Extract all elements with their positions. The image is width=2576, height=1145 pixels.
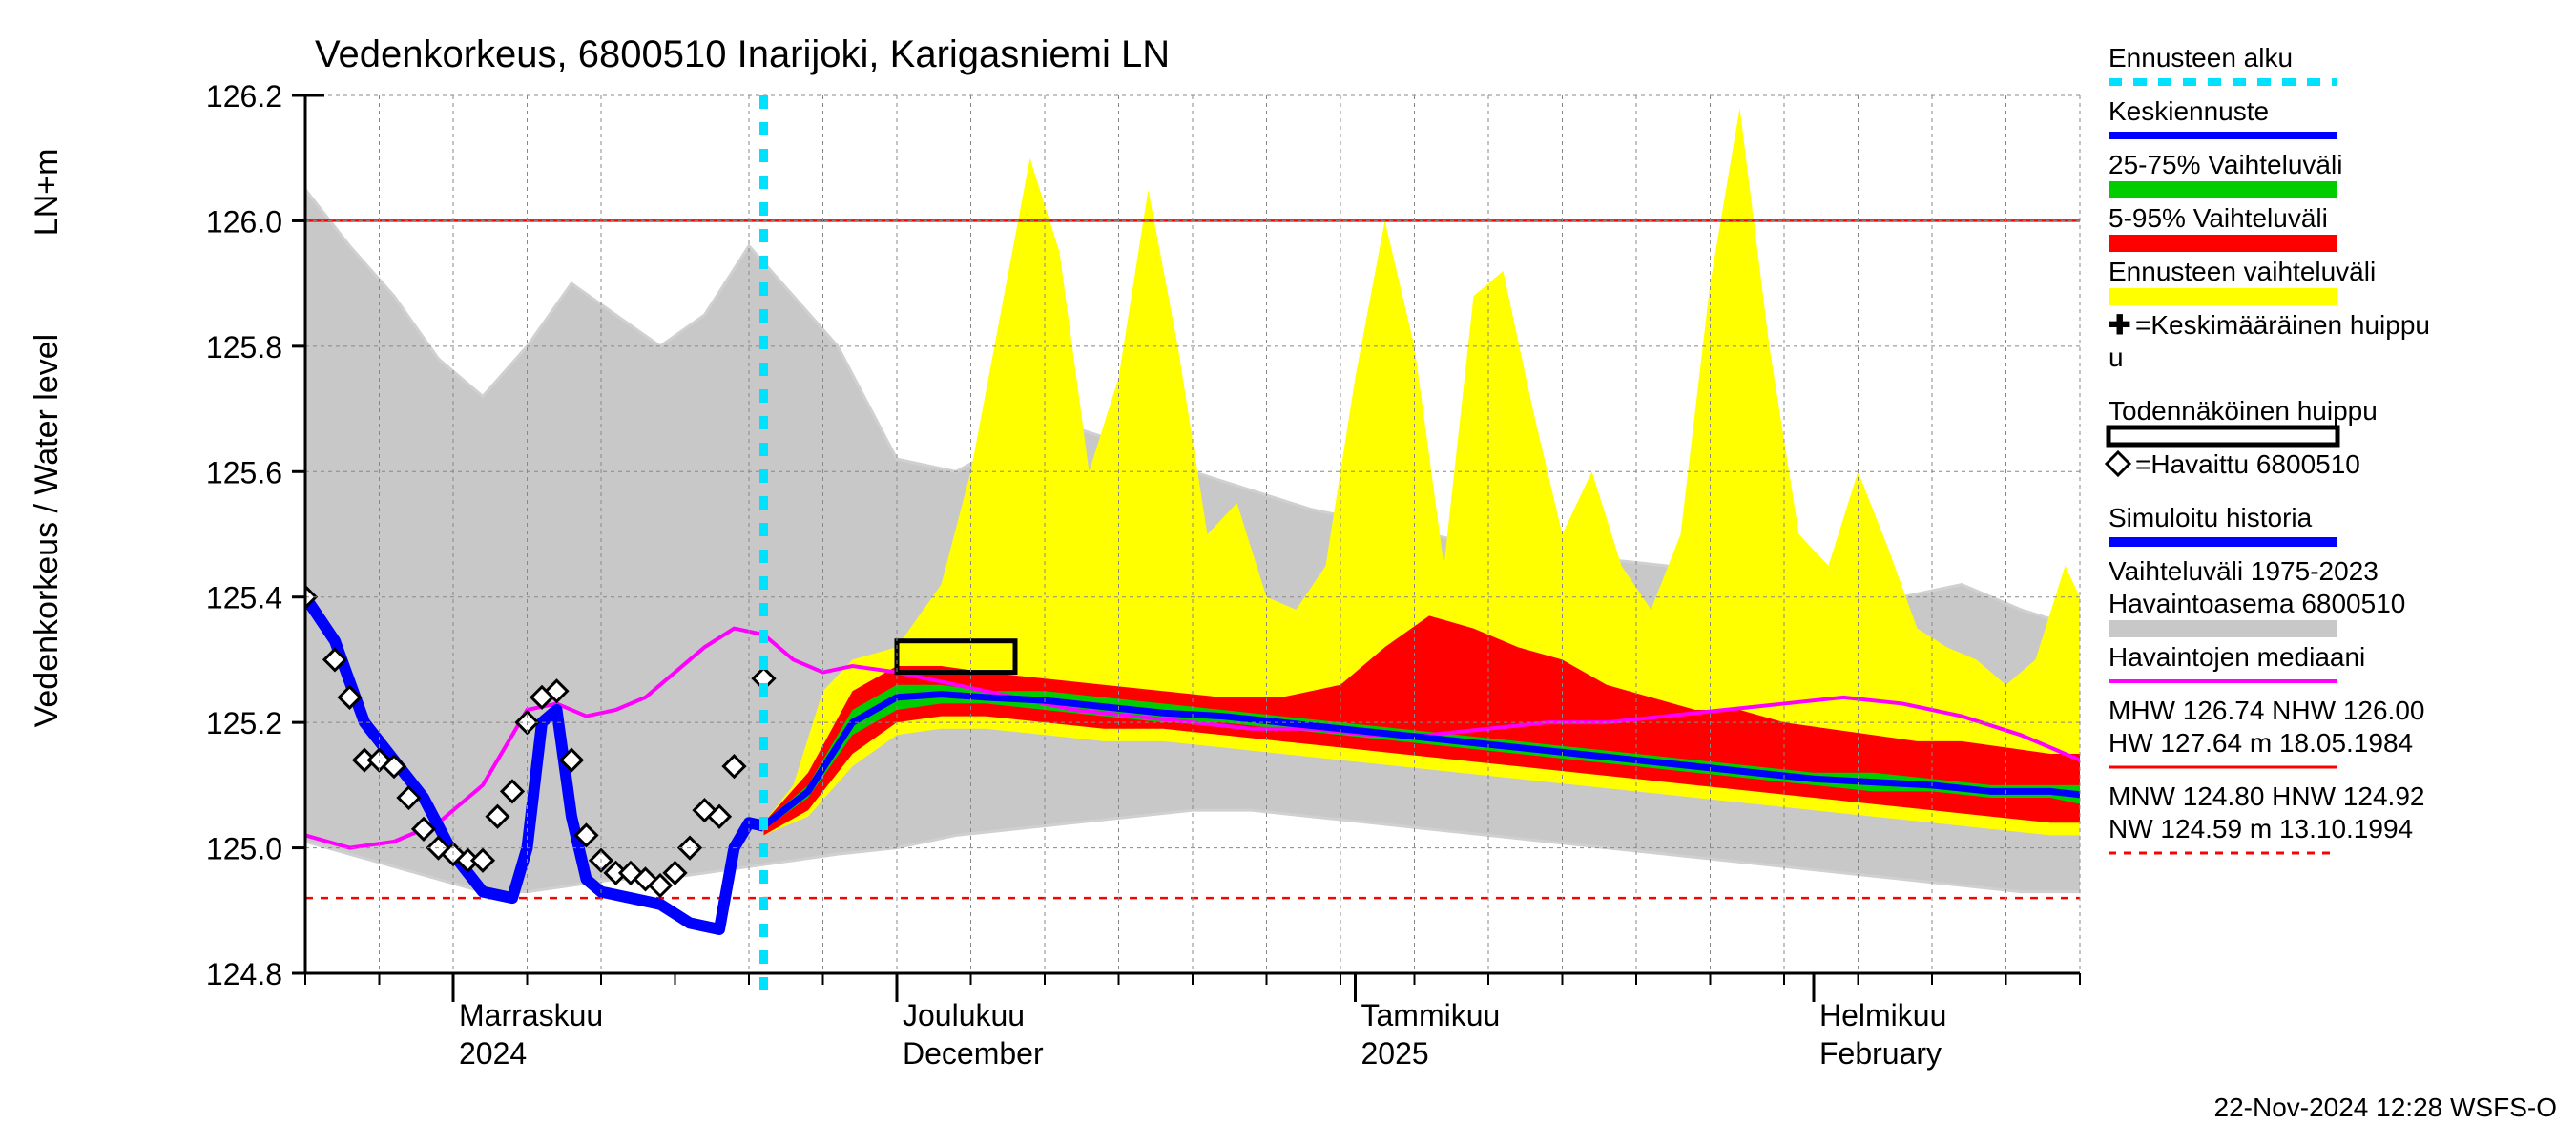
legend-label: 5-95% Vaihteluväli <box>2109 203 2328 233</box>
y-axis-label-main: Vedenkorkeus / Water level <box>29 334 65 728</box>
legend-label: 25-75% Vaihteluväli <box>2109 150 2342 179</box>
legend-label: =Keskimääräinen huippu <box>2135 310 2430 340</box>
x-month-sublabel: December <box>903 1036 1044 1071</box>
x-month-label: Tammikuu <box>1361 998 1501 1032</box>
plus-icon: ✚ <box>2109 310 2130 340</box>
timestamp-label: 22-Nov-2024 12:28 WSFS-O <box>2214 1093 2558 1122</box>
chart-svg: 124.8 125.0 125.2 125.4 125.6 125.8 126.0 126.2… <box>0 0 2576 1145</box>
x-month-label: Joulukuu <box>903 998 1025 1032</box>
legend-label: Simuloitu historia <box>2109 503 2313 532</box>
legend-label: Vaihteluväli 1975-2023 <box>2109 556 2379 586</box>
chart-container: 124.8 125.0 125.2 125.4 125.6 125.8 126.0 126.2… <box>0 0 2576 1145</box>
legend-label: Ennusteen alku <box>2109 43 2293 73</box>
y-axis-label-unit: LN+m <box>29 149 65 237</box>
chart-title: Vedenkorkeus, 6800510 Inarijoki, Karigas… <box>315 33 1170 75</box>
x-month-sublabel: 2025 <box>1361 1036 1429 1071</box>
legend-label: Keskiennuste <box>2109 96 2269 126</box>
y-tick-label: 125.0 <box>206 832 282 866</box>
legend-label: Havaintojen mediaani <box>2109 642 2365 672</box>
y-tick-label: 125.2 <box>206 706 282 740</box>
legend-label: MNW 124.80 HNW 124.92 <box>2109 781 2424 811</box>
y-tick-label: 124.8 <box>206 957 282 991</box>
x-month-label: Marraskuu <box>459 998 603 1032</box>
legend-label: Ennusteen vaihteluväli <box>2109 257 2376 286</box>
legend-swatch-fill <box>2109 620 2337 637</box>
x-month-label: Helmikuu <box>1819 998 1946 1032</box>
x-month-sublabel: February <box>1819 1036 1942 1071</box>
y-tick-label: 125.4 <box>206 581 282 615</box>
x-month-sublabel: 2024 <box>459 1036 527 1071</box>
legend-sublabel: u <box>2109 343 2124 372</box>
legend-sublabel: NW 124.59 m 13.10.1994 <box>2109 814 2413 843</box>
legend-sublabel: Havaintoasema 6800510 <box>2109 589 2405 618</box>
legend-label: MHW 126.74 NHW 126.00 <box>2109 696 2424 725</box>
legend-sublabel: HW 127.64 m 18.05.1984 <box>2109 728 2413 758</box>
legend-swatch-fill <box>2109 288 2337 305</box>
y-tick-label: 126.2 <box>206 79 282 114</box>
y-tick-label: 125.8 <box>206 330 282 364</box>
legend-label: =Havaittu 6800510 <box>2135 449 2360 479</box>
legend-swatch-fill <box>2109 181 2337 198</box>
y-tick-label: 126.0 <box>206 204 282 239</box>
legend-label: Todennäköinen huippu <box>2109 396 2378 426</box>
legend-swatch-fill <box>2109 235 2337 252</box>
y-tick-label: 125.6 <box>206 455 282 489</box>
